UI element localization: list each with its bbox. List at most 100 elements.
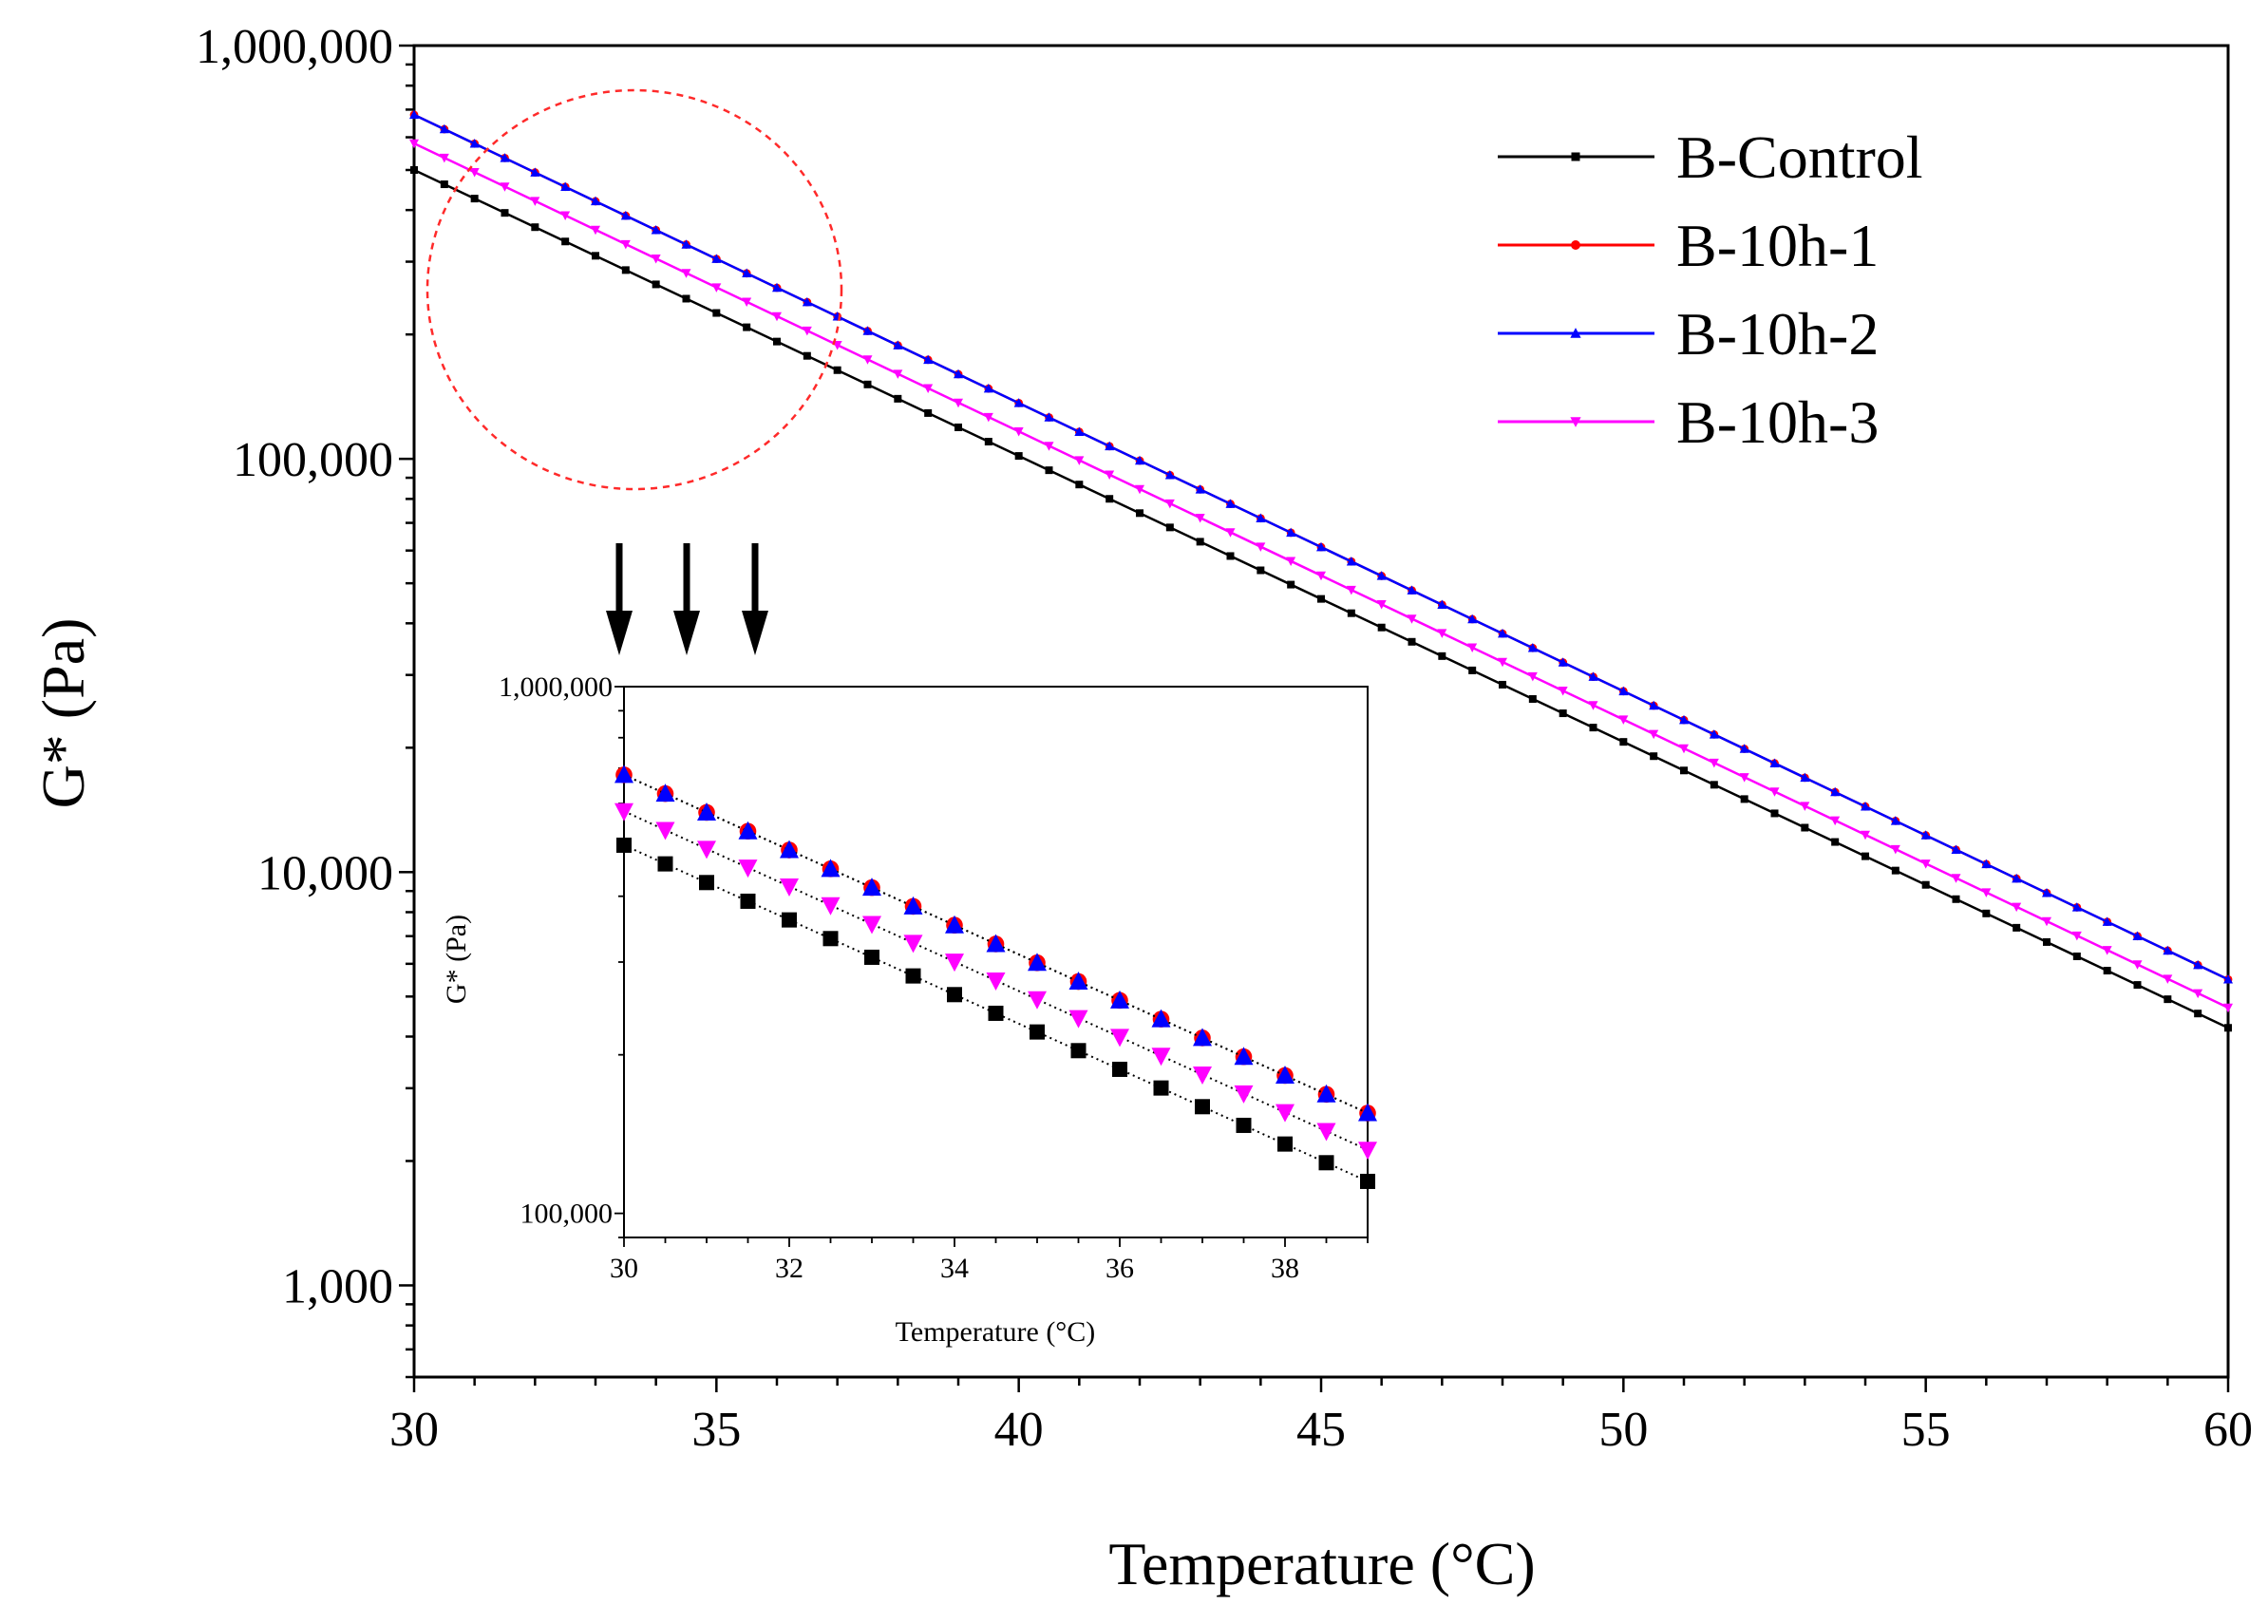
data-point [1589, 724, 1597, 732]
data-point [1286, 557, 1296, 567]
data-point [1028, 953, 1047, 972]
data-point [983, 412, 993, 423]
data-point [1225, 499, 1236, 508]
data-point [712, 309, 721, 317]
y-tick-label: 10,000 [257, 846, 393, 900]
data-point [711, 254, 722, 263]
data-point [2013, 923, 2021, 932]
data-point [1068, 972, 1088, 991]
data-point [1028, 991, 1047, 1010]
data-point [1619, 738, 1628, 746]
data-point [1105, 441, 1115, 451]
data-point [657, 856, 673, 872]
main-y-axis-title: G* (Pa) [29, 618, 97, 809]
data-point [655, 784, 675, 803]
data-point [1074, 426, 1085, 436]
data-point [905, 968, 921, 984]
data-point [1276, 1104, 1295, 1123]
data-point [954, 368, 963, 379]
data-point [1920, 859, 1931, 869]
series-b-control [616, 837, 1375, 1189]
main-x-axis-title: Temperature (°C) [1108, 1530, 1535, 1597]
data-point [560, 211, 571, 221]
data-point [1467, 643, 1478, 653]
data-point [1257, 566, 1265, 575]
data-point [651, 255, 661, 264]
data-point [1195, 514, 1205, 523]
data-point [1407, 585, 1417, 595]
data-point [1193, 1028, 1212, 1047]
data-point [1316, 571, 1326, 581]
data-point [1068, 1010, 1088, 1029]
data-point [802, 326, 812, 336]
data-point [1195, 484, 1205, 494]
data-point [742, 268, 752, 278]
data-point [1136, 509, 1143, 518]
data-point [1527, 671, 1538, 682]
data-point [1014, 452, 1023, 461]
data-point [655, 821, 675, 840]
data-point [711, 283, 722, 293]
data-point [1358, 1103, 1377, 1122]
data-point [945, 915, 964, 934]
data-point [500, 182, 510, 192]
data-point [1981, 859, 1992, 869]
zoom-arrow [673, 543, 700, 655]
data-point [439, 123, 449, 134]
data-point [738, 821, 758, 840]
y-tick-label: 1,000,000 [499, 671, 613, 703]
data-point [983, 383, 993, 393]
data-point [1649, 700, 1659, 710]
data-point [1527, 643, 1538, 652]
data-point [2193, 959, 2203, 970]
inset-x-axis-title: Temperature (°C) [896, 1316, 1096, 1348]
data-point [614, 803, 633, 821]
legend-marker [1571, 240, 1580, 250]
y-tick-label: 1,000,000 [196, 20, 393, 74]
data-point [651, 225, 661, 235]
x-tick-label: 30 [610, 1253, 638, 1284]
main-series-layer [409, 109, 2233, 1032]
data-point [864, 949, 879, 965]
data-point [1110, 990, 1129, 1009]
data-point [440, 180, 448, 189]
data-point [1831, 838, 1840, 846]
data-point [470, 195, 479, 203]
data-point [773, 337, 781, 346]
inset-x-axis: 30 32 34 36 38 [610, 1237, 1369, 1284]
data-point [2042, 887, 2051, 897]
data-point [1358, 1142, 1377, 1161]
data-point [409, 139, 419, 149]
data-point [1558, 687, 1568, 696]
series-b-10h-2 [409, 109, 2233, 984]
data-point [986, 934, 1006, 953]
zoom-arrow [742, 543, 768, 655]
data-point [1112, 1061, 1127, 1077]
data-point [2012, 873, 2022, 883]
data-point [1165, 523, 1174, 532]
data-point [1164, 499, 1175, 509]
data-point [620, 210, 631, 220]
data-point [1105, 470, 1115, 481]
series-b-10h-3 [614, 803, 1377, 1161]
data-point [1151, 1009, 1171, 1028]
data-point [1256, 513, 1266, 522]
data-point [2071, 931, 2082, 941]
data-point [592, 252, 599, 260]
data-point [1769, 758, 1780, 767]
data-point [2193, 989, 2203, 999]
x-tick-label: 45 [1296, 1403, 1346, 1457]
data-point [1318, 1155, 1334, 1171]
data-point [1045, 466, 1053, 475]
data-point [862, 878, 881, 897]
data-point [1234, 1047, 1254, 1066]
data-point [1360, 1173, 1375, 1189]
data-point [822, 931, 839, 947]
data-point [2223, 1003, 2233, 1013]
legend: B-Control B-10h-1 B-10h-2 B-10h-3 [1498, 123, 1923, 456]
data-point [1277, 1136, 1293, 1152]
data-point [1044, 442, 1054, 451]
data-point [1226, 552, 1235, 560]
data-point [1890, 844, 1900, 855]
